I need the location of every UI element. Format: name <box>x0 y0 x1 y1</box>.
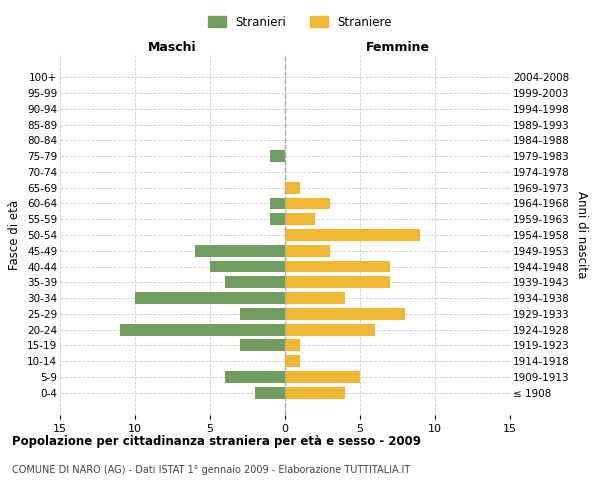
Bar <box>225 371 285 383</box>
Bar <box>270 214 285 225</box>
Text: COMUNE DI NARO (AG) - Dati ISTAT 1° gennaio 2009 - Elaborazione TUTTITALIA.IT: COMUNE DI NARO (AG) - Dati ISTAT 1° genn… <box>12 465 410 475</box>
Bar <box>285 245 330 256</box>
Bar <box>240 340 285 351</box>
Bar <box>255 387 285 398</box>
Bar <box>285 324 375 336</box>
Legend: Stranieri, Straniere: Stranieri, Straniere <box>203 11 397 34</box>
Bar <box>210 260 285 272</box>
Bar <box>225 276 285 288</box>
Bar <box>285 276 390 288</box>
Bar <box>285 214 315 225</box>
Bar <box>195 245 285 256</box>
Bar <box>270 150 285 162</box>
Text: Popolazione per cittadinanza straniera per età e sesso - 2009: Popolazione per cittadinanza straniera p… <box>12 435 421 448</box>
Text: Femmine: Femmine <box>365 40 430 54</box>
Bar <box>285 198 330 209</box>
Bar <box>120 324 285 336</box>
Bar <box>285 308 405 320</box>
Bar <box>285 340 300 351</box>
Bar <box>285 182 300 194</box>
Bar <box>135 292 285 304</box>
Bar <box>240 308 285 320</box>
Y-axis label: Anni di nascita: Anni di nascita <box>575 192 588 278</box>
Bar <box>285 387 345 398</box>
Bar <box>285 371 360 383</box>
Bar <box>285 229 420 241</box>
Bar <box>285 292 345 304</box>
Bar <box>270 198 285 209</box>
Y-axis label: Fasce di età: Fasce di età <box>8 200 22 270</box>
Bar <box>285 356 300 367</box>
Bar <box>285 260 390 272</box>
Text: Maschi: Maschi <box>148 40 197 54</box>
